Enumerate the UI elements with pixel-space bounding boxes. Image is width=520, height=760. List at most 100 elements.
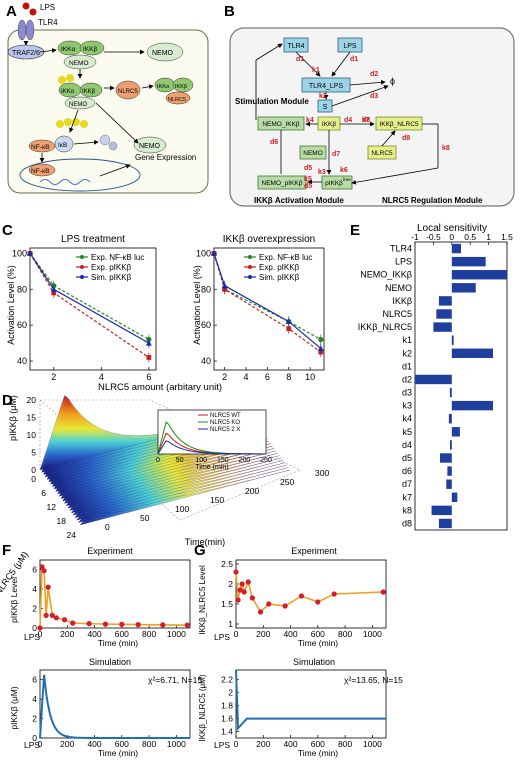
nfkb-node	[28, 139, 56, 153]
panel-g: G Experiment Simulation IKKβ_NLRC5 Level…	[194, 542, 403, 758]
data-point	[245, 579, 251, 585]
nlrc5-bound-label: NLRC5	[168, 97, 186, 103]
sensitivity-bar	[451, 348, 494, 358]
panel-f-top-ylabel: pIKKβ Level	[9, 577, 19, 623]
chart-e-bars: -1 -0.5 0 0.5 1 1.5 TLR4 LPS NEMO_IKKβ NEMO IKKβ NL…	[358, 232, 513, 531]
panel-c: C Activation Level (%) Activation Level …	[2, 222, 325, 393]
phosphate-icon	[56, 120, 64, 128]
panel-g-bottom-xlabel: Time (min)	[298, 748, 338, 758]
ikb-label: IκB	[58, 142, 67, 149]
category-label: k4	[402, 414, 412, 424]
x-tick-label: 400	[87, 629, 101, 639]
x-tick-label: -1	[411, 232, 419, 242]
nlrc5-node	[115, 80, 141, 100]
chart-c-right: IKKβ overexpression 40 60 80 100 2 4 6 8 10 Exp. N…	[196, 234, 325, 382]
legend-entry: Sim. pIKKβ	[91, 273, 132, 282]
ikkb-node	[79, 82, 103, 98]
data-point	[317, 345, 324, 351]
x-tick-label: 4	[244, 372, 249, 382]
category-label: k8	[402, 505, 412, 515]
x-tick-label: 0	[234, 739, 239, 749]
legend-entry: Sim. pIKKβ	[259, 273, 300, 282]
nemo-free-node	[146, 42, 184, 62]
phosphate-icon	[64, 118, 72, 126]
x-tick-label: 1000	[167, 739, 186, 749]
category-label: d7	[402, 479, 412, 489]
rate-label-k8: k8	[442, 145, 450, 152]
data-point	[50, 286, 57, 292]
nemo-node	[64, 96, 96, 110]
nfkb-label: NF-κB	[31, 144, 49, 151]
inset-x-tick-label: 150	[217, 457, 229, 464]
category-label: TLR4	[390, 244, 412, 254]
category-label: NEMO	[385, 283, 412, 293]
sensitivity-bar	[451, 256, 486, 267]
phosphate-icon	[66, 74, 74, 82]
stimulation-module-label: Stimulation Module	[235, 97, 309, 106]
data-point	[160, 622, 166, 628]
ikkb-node	[79, 40, 105, 56]
y-tick-label: 12	[47, 502, 57, 512]
chart-title: IKKβ overexpression	[223, 234, 315, 245]
x-tick-label: 150	[210, 495, 224, 505]
legend-entry: Exp. pIKKβ	[91, 263, 132, 272]
node-nemo	[299, 145, 327, 160]
y-tick-label: 18	[57, 516, 67, 526]
x-tick-label: 600	[311, 629, 325, 639]
rate-label-k6: k6	[340, 167, 348, 174]
x-tick-label: 200	[256, 739, 270, 749]
legend-marker	[80, 265, 84, 269]
x-tick-label: 600	[115, 629, 129, 639]
activation-module-label: IKKβ Activation Module	[254, 196, 344, 205]
x-tick-label: 1	[486, 232, 491, 242]
panel-f-top-lps: LPS	[24, 632, 40, 642]
y-tick-label: 4	[32, 584, 37, 594]
sensitivity-bar	[449, 440, 452, 450]
legend-entry: Exp. NF-κB luc	[91, 253, 144, 262]
nemo-free-label: NEMO	[139, 143, 161, 150]
sensitivity-bar	[451, 335, 454, 345]
x-tick-label: 200	[60, 629, 74, 639]
nlrc5-label: NLRC5	[118, 89, 138, 95]
data-point	[285, 318, 292, 325]
legend-entry: Exp. pIKKβ	[259, 263, 300, 272]
data-point	[221, 282, 228, 289]
nemo-free-label: NEMO	[152, 50, 174, 57]
data-point	[39, 564, 45, 570]
panel-d-zlabel: pIKKβ (μM)	[8, 395, 18, 441]
nfkb-nuclear-label: NF-κB	[31, 168, 49, 175]
rate-label-d7: d7	[332, 151, 340, 158]
category-label: IKKβ_NLRC5	[358, 322, 412, 332]
chart-g-top: 1 1.5 2 2.5 0 200 400 600 800 1000	[221, 559, 387, 639]
ikkb-label: IKKβ	[82, 89, 96, 95]
panel-f-bottom-title: Simulation	[89, 657, 131, 667]
x-tick-label: 800	[142, 629, 156, 639]
y-tick-label: 0	[32, 623, 37, 633]
sensitivity-bar	[415, 374, 452, 385]
ikkb-label: IKKβ	[175, 84, 187, 90]
data-point	[318, 336, 324, 343]
inset-series-line	[157, 440, 266, 455]
panel-f-bottom-lps: LPS	[24, 740, 40, 750]
data-point	[282, 603, 288, 609]
ikka-label: IKKα	[61, 46, 75, 53]
y-tick-label: 80	[17, 284, 27, 294]
x-tick-label: 200	[245, 486, 259, 496]
phosphate-icon	[80, 120, 88, 128]
data-point	[145, 340, 152, 346]
data-point	[184, 622, 190, 628]
lps-label: LPS	[40, 3, 55, 12]
data-point	[43, 612, 49, 618]
inset-x-tick-label: 200	[239, 457, 251, 464]
category-label: k3	[402, 401, 412, 411]
data-point	[286, 326, 292, 332]
y-tick-label: 1.6	[221, 714, 233, 724]
lps-molecule-icon	[29, 8, 37, 16]
sensitivity-bar	[448, 414, 452, 424]
chart-c-left: LPS treatment 40 60 80 100 2 4 6 Exp. NF-κB lucE…	[12, 234, 157, 382]
category-label: k2	[402, 348, 412, 358]
y-tick-label: 2	[32, 604, 37, 614]
rate-label-d6: d6	[270, 139, 278, 146]
simulation-line	[39, 674, 190, 739]
